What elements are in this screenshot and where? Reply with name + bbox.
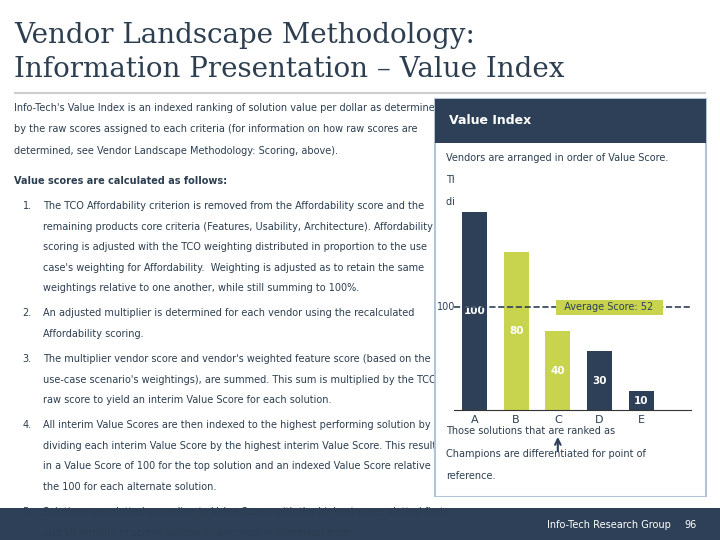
Text: 5.: 5. [22, 507, 32, 517]
Text: reference.: reference. [446, 471, 495, 481]
Text: Those solutions that are ranked as: Those solutions that are ranked as [446, 427, 615, 436]
Text: the 100 for each alternate solution.: the 100 for each alternate solution. [42, 482, 216, 492]
Text: 96: 96 [684, 521, 696, 530]
Text: 4.: 4. [22, 420, 32, 430]
Text: The Value Score each solution achieved is: The Value Score each solution achieved i… [446, 175, 651, 185]
Text: case's weighting for Affordability.  Weighting is adjusted as to retain the same: case's weighting for Affordability. Weig… [42, 262, 424, 273]
Text: 30: 30 [593, 376, 607, 386]
Text: 1.: 1. [22, 201, 32, 211]
Text: displayed, and so is the average score.: displayed, and so is the average score. [446, 197, 637, 207]
Text: 10: 10 [634, 395, 649, 406]
Text: remaining products core criteria (Features, Usability, Architecture). Affordabil: remaining products core criteria (Featur… [42, 221, 433, 232]
Bar [629, 390, 654, 410]
Text: weightings relative to one another, while still summing to 100%.: weightings relative to one another, whil… [42, 283, 359, 293]
Text: Value scores are calculated as follows:: Value scores are calculated as follows: [14, 176, 228, 186]
Text: The TCO Affordability criterion is removed from the Affordability score and the: The TCO Affordability criterion is remov… [42, 201, 424, 211]
Text: Vendor Landscape Methodology:: Vendor Landscape Methodology: [14, 22, 475, 49]
Text: 100: 100 [437, 302, 456, 313]
Text: 3.: 3. [22, 354, 32, 364]
Bar [587, 351, 612, 410]
Text: An adjusted multiplier is determined for each vendor using the recalculated: An adjusted multiplier is determined for… [42, 308, 414, 319]
Text: raw score to yield an interim Value Score for each solution.: raw score to yield an interim Value Scor… [42, 395, 331, 405]
Text: The multiplier vendor score and vendor's weighted feature score (based on the: The multiplier vendor score and vendor's… [42, 354, 431, 364]
Bar [545, 331, 570, 410]
Bar [503, 252, 528, 410]
Text: Solutions are plotted according to Value Score, with the highest score plotted f: Solutions are plotted according to Value… [42, 507, 446, 517]
Text: use-case scenario's weightings), are summed. This sum is multiplied by the TCO: use-case scenario's weightings), are sum… [42, 375, 436, 384]
Text: Value Index: Value Index [449, 114, 531, 127]
Text: 2.: 2. [22, 308, 32, 319]
Text: by the raw scores assigned to each criteria (for information on how raw scores a: by the raw scores assigned to each crite… [14, 124, 418, 134]
FancyBboxPatch shape [435, 98, 706, 497]
Text: Champions are differentiated for point of: Champions are differentiated for point o… [446, 449, 646, 458]
Text: and all remaining scores plotted in descending numerical order.: and all remaining scores plotted in desc… [42, 528, 355, 537]
Text: Average Score: 52: Average Score: 52 [559, 302, 660, 313]
Text: 100: 100 [464, 306, 485, 316]
Bar [435, 98, 706, 143]
Text: Affordability scoring.: Affordability scoring. [42, 329, 143, 339]
Text: 40: 40 [551, 366, 565, 376]
Text: determined, see Vendor Landscape Methodology: Scoring, above).: determined, see Vendor Landscape Methodo… [14, 146, 338, 156]
Text: Vendors are arranged in order of Value Score.: Vendors are arranged in order of Value S… [446, 153, 668, 163]
Text: Info-Tech Research Group: Info-Tech Research Group [547, 521, 671, 530]
Text: All interim Value Scores are then indexed to the highest performing solution by: All interim Value Scores are then indexe… [42, 420, 431, 430]
Text: in a Value Score of 100 for the top solution and an indexed Value Score relative: in a Value Score of 100 for the top solu… [42, 461, 444, 471]
Text: 80: 80 [509, 326, 523, 336]
Text: Info-Tech's Value Index is an indexed ranking of solution value per dollar as de: Info-Tech's Value Index is an indexed ra… [14, 103, 441, 113]
Text: dividing each interim Value Score by the highest interim Value Score. This resul: dividing each interim Value Score by the… [42, 441, 441, 451]
Text: scoring is adjusted with the TCO weighting distributed in proportion to the use: scoring is adjusted with the TCO weighti… [42, 242, 427, 252]
Text: Information Presentation – Value Index: Information Presentation – Value Index [14, 56, 565, 83]
Bar [462, 212, 487, 410]
